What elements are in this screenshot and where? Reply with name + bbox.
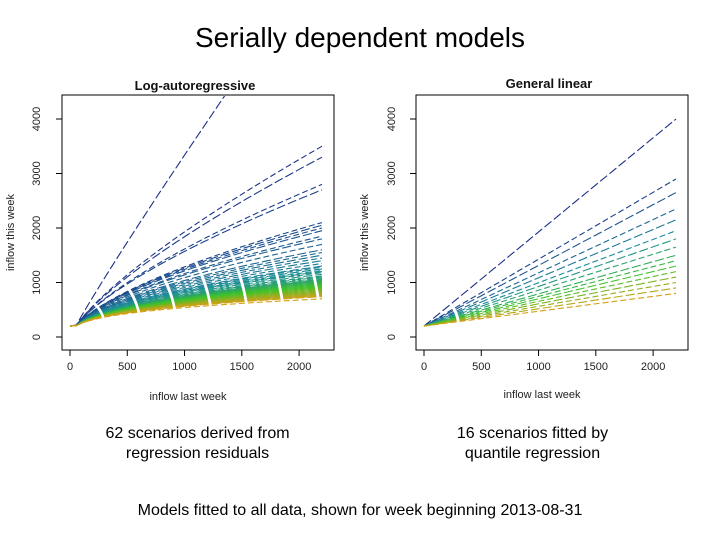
scenario-line (423, 271, 677, 327)
scenario-line (423, 254, 677, 327)
y-tick-label: 0 (386, 334, 398, 340)
footer-note: Models fitted to all data, shown for wee… (137, 502, 583, 519)
scenario-line (423, 292, 677, 327)
scenario-line (69, 96, 226, 327)
scenario-line (69, 271, 323, 327)
left-caption-line-2: regression residuals (125, 445, 270, 462)
right-caption: 16 scenarios fitted by quantile regressi… (405, 424, 660, 464)
y-tick-label: 4000 (386, 107, 398, 131)
chart-panel-1: Log-autoregressive 0 500 1000 1500 2000 0 1000 2… (5, 78, 335, 403)
scenario-line (69, 249, 323, 327)
y-tick-label: 1000 (31, 270, 43, 294)
scenario-line (69, 286, 323, 327)
scenario-line (69, 262, 323, 327)
scenario-line (69, 254, 323, 327)
scenario-line (69, 260, 323, 327)
chart-title: Log-autoregressive (135, 78, 256, 93)
y-tick-label: 3000 (386, 161, 398, 185)
slide-title: Serially dependent models (195, 22, 525, 53)
x-tick-label: 2000 (287, 361, 311, 373)
x-axis-label: inflow last week (149, 391, 227, 403)
scenario-line (69, 287, 323, 327)
x-tick-label: 2000 (641, 361, 665, 373)
right-caption-line-1: 16 scenarios fitted by (456, 425, 609, 442)
scenario-line (423, 260, 677, 327)
scenario-line (69, 156, 323, 327)
left-caption: 62 scenarios derived from regression res… (70, 424, 325, 464)
scenario-line (69, 265, 323, 327)
series-group (423, 118, 677, 327)
left-caption-line-1: 62 scenarios derived from (105, 425, 290, 442)
y-tick-label: 4000 (31, 107, 43, 131)
y-axis-label: inflow this week (359, 193, 371, 271)
scenario-line (423, 238, 677, 327)
scenario-line (69, 285, 323, 327)
x-tick-label: 1500 (230, 361, 254, 373)
y-tick-label: 2000 (31, 216, 43, 240)
scenario-line (69, 282, 323, 327)
scenario-line (423, 230, 677, 327)
scenario-line (69, 268, 323, 327)
scenario-line (423, 276, 677, 327)
scenario-line (69, 273, 323, 327)
x-tick-label: 500 (118, 361, 136, 373)
scenario-line (69, 257, 323, 327)
scenario-line (423, 118, 677, 327)
series-group (69, 96, 323, 327)
x-tick-label: 500 (472, 361, 490, 373)
scenario-line (423, 208, 677, 327)
scenario-line (69, 296, 323, 327)
y-tick-label: 0 (31, 334, 43, 340)
scenario-line (69, 298, 323, 327)
scenario-line (69, 243, 323, 327)
scenario-line (69, 284, 323, 327)
right-caption-line-2: quantile regression (464, 445, 601, 462)
scenario-line (423, 219, 677, 327)
x-tick-label: 0 (67, 361, 73, 373)
scenario-line (423, 281, 677, 327)
y-tick-label: 2000 (386, 216, 398, 240)
scenario-line (423, 192, 677, 327)
scenario-line (69, 289, 323, 327)
scenario-line (69, 183, 323, 327)
y-axis-label: inflow this week (5, 193, 17, 271)
scenario-line (69, 283, 323, 327)
x-tick-label: 1000 (526, 361, 550, 373)
chart-panel-2: General linear 0 500 1000 1500 2000 0 1000 2000 3… (359, 76, 689, 401)
plot-frame (61, 94, 335, 351)
scenario-line (423, 178, 677, 327)
scenario-line (69, 189, 323, 327)
scenario-line (423, 287, 677, 327)
chart-title: General linear (506, 76, 593, 91)
scenario-line (423, 265, 677, 327)
scenario-line (69, 290, 323, 327)
x-tick-label: 1500 (584, 361, 608, 373)
x-tick-label: 1000 (172, 361, 196, 373)
y-tick-label: 3000 (31, 161, 43, 185)
scenario-line (69, 145, 323, 327)
scenario-line (69, 238, 323, 327)
scenario-line (69, 272, 323, 327)
x-axis-label: inflow last week (503, 389, 581, 401)
scenario-line (423, 246, 677, 327)
plot-frame (415, 94, 689, 351)
y-tick-label: 1000 (386, 270, 398, 294)
scenario-line (69, 251, 323, 327)
scenario-line (69, 230, 323, 327)
scenario-line (69, 266, 323, 327)
x-tick-label: 0 (421, 361, 427, 373)
scenario-line (69, 281, 323, 327)
